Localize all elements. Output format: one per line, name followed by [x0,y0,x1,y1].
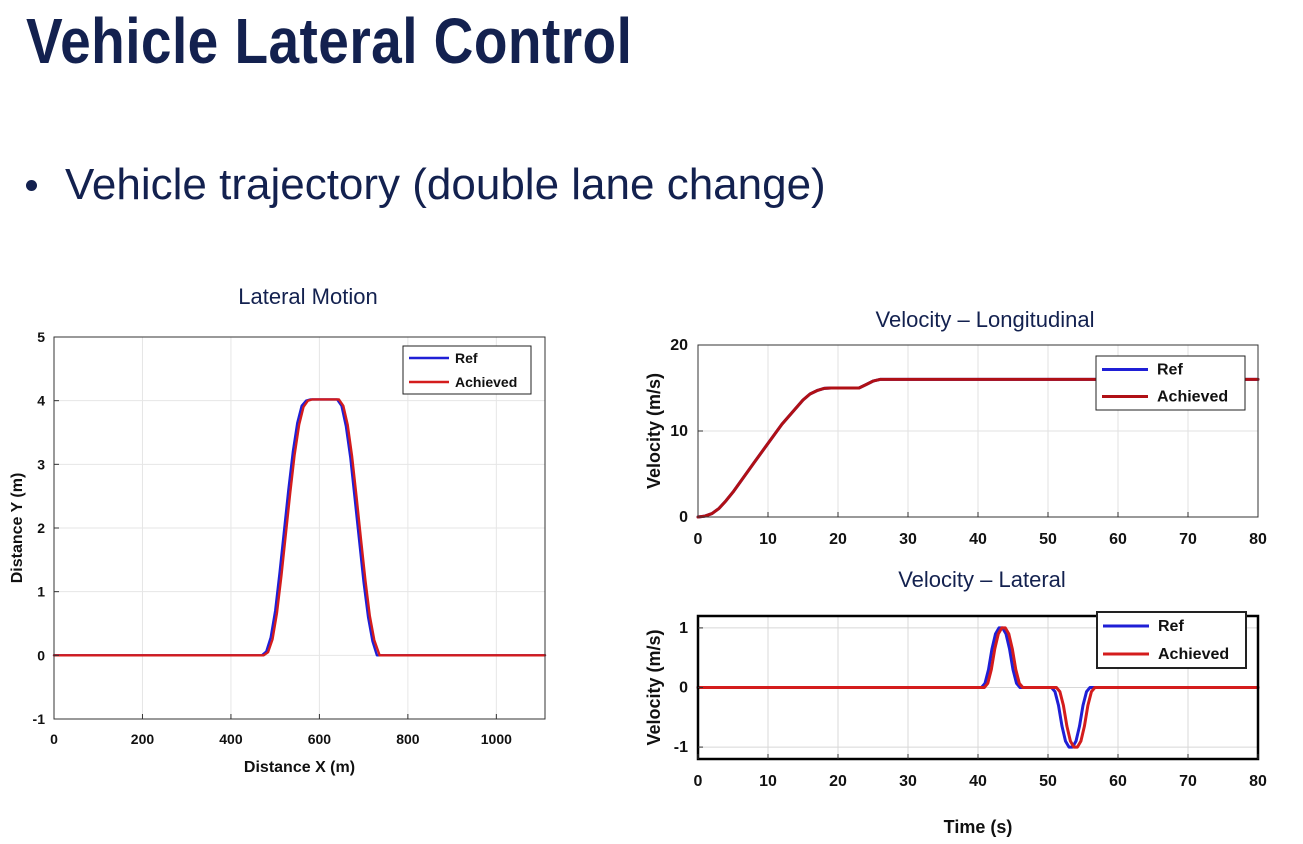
y-tick-label: 4 [37,393,45,409]
x-tick-label: 400 [219,731,243,747]
x-tick-label: 70 [1179,531,1197,548]
legend-label: Ref [1157,362,1183,379]
x-tick-label: 60 [1109,531,1127,548]
x-tick-label: 60 [1109,773,1127,790]
x-axis-label: Distance X (m) [244,759,355,776]
y-tick-label: 1 [679,620,688,637]
y-tick-label: 5 [37,329,45,345]
series-line-achieved [52,398,547,657]
legend: Ref Achieved [1095,355,1246,411]
series-line-achieved [696,377,1260,519]
y-axis-label: Velocity (m/s) [644,629,664,745]
y-tick-label: -1 [33,711,46,727]
bullet-text: Vehicle trajectory (double lane change) [65,160,826,209]
x-tick-label: 600 [308,731,332,747]
x-tick-label: 10 [759,531,777,548]
bullet-item: Vehicle trajectory (double lane change) [26,160,826,210]
chart-title: Lateral Motion [238,284,377,309]
x-tick-label: 1000 [481,731,512,747]
x-tick-label: 0 [694,773,703,790]
y-tick-label: 2 [37,520,45,536]
x-tick-label: 20 [829,773,847,790]
y-tick-label: 0 [37,647,45,663]
legend-label: Achieved [1158,646,1229,663]
legend-label: Achieved [455,374,517,390]
y-tick-label: 0 [679,509,688,526]
y-axis-label: Velocity (m/s) [644,373,664,489]
x-tick-label: 200 [131,731,155,747]
x-tick-label: 40 [969,773,987,790]
x-tick-label: 10 [759,773,777,790]
x-tick-label: 800 [396,731,420,747]
y-tick-label: 20 [670,337,688,354]
x-tick-label: 50 [1039,773,1057,790]
legend-label: Achieved [1157,389,1228,406]
x-tick-label: 40 [969,531,987,548]
x-tick-label: 20 [829,531,847,548]
x-axis-label: Time (s) [944,817,1013,837]
legend-box [1095,355,1246,411]
series-line-achieved [696,626,1260,749]
legend-box [402,345,532,395]
y-tick-label: 3 [37,456,45,472]
legend-label: Ref [455,350,478,366]
y-tick-label: 1 [37,584,45,600]
y-tick-label: -1 [674,739,688,756]
y-axis-label: Distance Y (m) [9,473,26,584]
legend-label: Ref [1158,618,1184,635]
y-tick-label: 0 [679,680,688,697]
x-tick-label: 0 [50,731,58,747]
chart-3: 0 10 20 30 40 50 60 70 80 -1 0 1 Velocity – Lateral T… [644,567,1267,837]
legend-box [1096,611,1247,669]
x-tick-label: 0 [694,531,703,548]
chart-title: Velocity – Longitudinal [876,307,1095,332]
x-tick-label: 80 [1249,531,1267,548]
legend: Ref Achieved [1096,611,1247,669]
x-tick-label: 80 [1249,773,1267,790]
x-tick-label: 50 [1039,531,1057,548]
x-tick-label: 70 [1179,773,1197,790]
x-tick-label: 30 [899,531,917,548]
bullet-dot-icon [26,179,37,191]
y-tick-label: 10 [670,423,688,440]
chart-2: 0 10 20 30 40 50 60 70 80 0 10 20 Velocity – Longitu… [644,307,1267,548]
chart-title: Velocity – Lateral [898,567,1066,592]
legend: Ref Achieved [402,345,532,395]
x-tick-label: 30 [899,773,917,790]
slide-title: Vehicle Lateral Control [26,5,633,77]
